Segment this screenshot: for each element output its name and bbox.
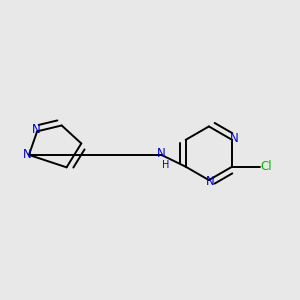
Text: N: N bbox=[230, 132, 238, 145]
Text: H: H bbox=[162, 160, 169, 170]
Text: N: N bbox=[32, 123, 41, 136]
Text: N: N bbox=[206, 175, 215, 188]
Text: N: N bbox=[23, 148, 32, 161]
Text: Cl: Cl bbox=[260, 160, 272, 173]
Text: N: N bbox=[157, 147, 166, 160]
